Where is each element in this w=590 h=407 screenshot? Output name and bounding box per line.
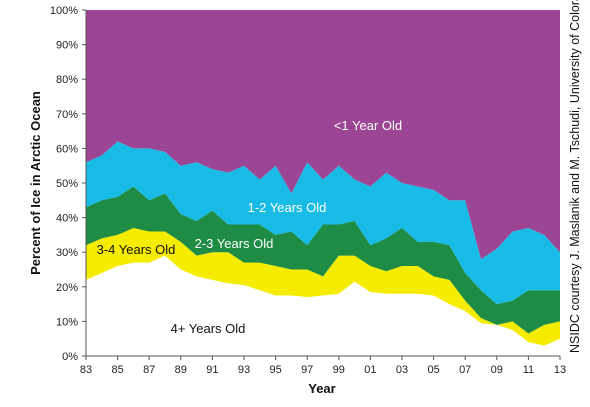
y-tick-label: 20% (56, 282, 78, 294)
y-axis-title: Percent of Ice in Arctic Ocean (28, 91, 43, 275)
y-tick-label: 80% (56, 74, 78, 86)
x-tick-label: 03 (396, 364, 408, 376)
y-tick-label: 70% (56, 109, 78, 121)
area-4-plus-years (86, 255, 560, 356)
x-tick-label: 05 (427, 364, 439, 376)
area-1-2-years (86, 141, 560, 305)
x-tick-label: 07 (459, 364, 471, 376)
x-axis-title: Year (308, 381, 335, 396)
y-tick-label: 40% (56, 213, 78, 225)
x-tick-label: 91 (206, 364, 218, 376)
x-tick-label: 83 (80, 364, 92, 376)
y-tick-label: 30% (56, 247, 78, 259)
x-tick-label: 99 (333, 364, 345, 376)
y-tick-labels: 0% 10% 20% 30% 40% 50% 60% 70% 80% 90% 100% (50, 5, 78, 363)
x-tick-label: 87 (143, 364, 155, 376)
y-tick-label: 60% (56, 143, 78, 155)
series-label-2-3-years: 2-3 Years Old (195, 236, 274, 251)
x-tick-label: 93 (238, 364, 250, 376)
axes (82, 9, 561, 360)
x-tick-labels: 83 85 87 89 91 93 95 97 99 01 03 05 07 09 11 13 (80, 364, 566, 376)
y-tick-label: 0% (62, 351, 78, 363)
y-tick-label: 90% (56, 40, 78, 52)
series-label-3-4-years: 3-4 Years Old (97, 242, 176, 257)
x-tick-label: 09 (491, 364, 503, 376)
area-3-4-years (86, 227, 560, 346)
x-tick-label: 85 (111, 364, 123, 376)
y-tick-label: 10% (56, 316, 78, 328)
x-tick-label: 01 (364, 364, 376, 376)
series-label-1-year: <1 Year Old (334, 118, 402, 133)
x-tick-label: 13 (554, 364, 566, 376)
x-tick-label: 97 (301, 364, 313, 376)
y-tick-label: 100% (50, 5, 78, 17)
x-tick-label: 11 (523, 364, 534, 376)
series-label-4-plus-years: 4+ Years Old (171, 321, 246, 336)
y-tick-label: 50% (56, 178, 78, 190)
series-label-1-2-years: 1-2 Years Old (248, 200, 327, 215)
x-tick-label: 89 (175, 364, 187, 376)
x-tick-label: 95 (269, 364, 281, 376)
source-credit: NSIDC courtesy J. Maslanik and M. Tschud… (568, 0, 582, 353)
stacked-areas (86, 10, 560, 356)
area-2-3-years (86, 186, 560, 334)
area-1-year (86, 10, 560, 260)
